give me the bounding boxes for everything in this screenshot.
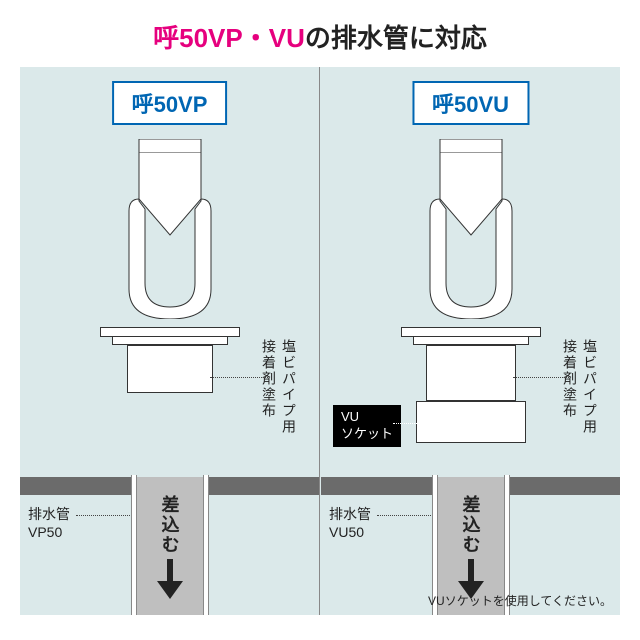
arrow-down-icon <box>155 559 185 599</box>
glue-label: 塩ビパイプ用 接着剤塗布 <box>259 339 299 435</box>
title-pink: 呼50VP・VU <box>153 23 305 53</box>
socket-icon <box>416 401 526 443</box>
pipe-label: 排水管 VU50 <box>329 505 371 541</box>
adapter-icon <box>426 345 516 401</box>
panel-label: 呼50VP <box>112 81 228 125</box>
glue-label: 塩ビパイプ用 接着剤塗布 <box>560 339 600 435</box>
pipe-label: 排水管 VP50 <box>28 505 70 541</box>
footnote: VUソケットを使用してください。 <box>428 592 612 609</box>
title-black: の排水管に対応 <box>305 23 487 53</box>
glue-leader <box>210 377 268 378</box>
socket-leader <box>393 423 417 424</box>
panel-vu: 呼50VU VU ソケット 塩ビパイプ用 接着剤塗布 差込む <box>321 67 620 615</box>
panel-vp: 呼50VP 塩ビパイプ用 接着剤塗布 差込む 排水管 <box>20 67 319 615</box>
flange-icon <box>401 327 541 347</box>
insert-label: 差込む <box>458 495 484 555</box>
panel-label: 呼50VU <box>412 81 529 125</box>
pipe-wall-left <box>131 475 137 615</box>
trap-icon <box>416 139 526 324</box>
diagram-container: 呼50VP 塩ビパイプ用 接着剤塗布 差込む 排水管 <box>20 67 620 615</box>
glue-leader <box>513 377 569 378</box>
adapter-icon <box>127 345 213 393</box>
pipe-leader <box>377 515 431 516</box>
flange-icon <box>100 327 240 347</box>
socket-badge: VU ソケット <box>333 405 401 447</box>
pipe-wall-right <box>203 475 209 615</box>
insert-label: 差込む <box>157 495 183 555</box>
trap-icon <box>115 139 225 324</box>
pipe-leader <box>76 515 130 516</box>
main-title: 呼50VP・VUの排水管に対応 <box>0 0 640 67</box>
